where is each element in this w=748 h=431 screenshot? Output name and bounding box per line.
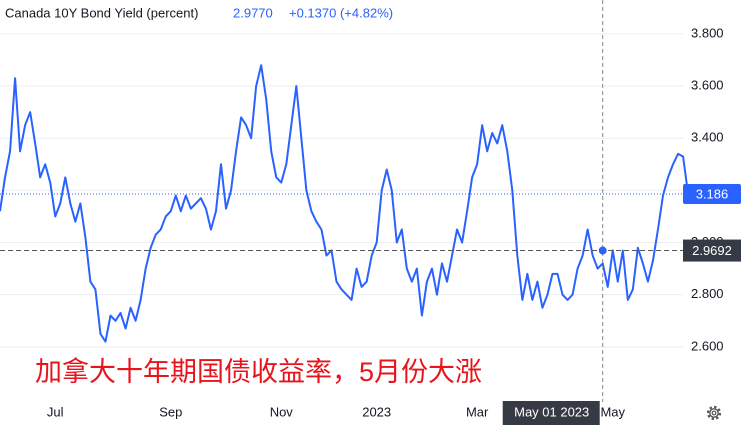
y-tick-label: 3.800 <box>691 25 724 40</box>
last-value-label: 3.186 <box>696 186 729 201</box>
y-tick-label: 2.800 <box>691 286 724 301</box>
x-tick-label: 2023 <box>362 404 391 419</box>
crosshair-date-box <box>502 401 600 425</box>
crosshair-dot <box>598 246 607 255</box>
crosshair-date-label: May 01 2023 <box>514 404 589 419</box>
y-tick-label: 2.600 <box>691 338 724 353</box>
grid <box>0 33 683 348</box>
chart-title: Canada 10Y Bond Yield (percent) <box>5 5 198 20</box>
x-tick-label: Nov <box>270 404 294 419</box>
price: 2.9770 <box>233 5 273 20</box>
crosshair-value-label: 2.9692 <box>692 243 732 258</box>
x-tick-label: May <box>600 404 625 419</box>
y-tick-label: 3.400 <box>691 130 724 145</box>
annotation: 加拿大十年期国债收益率，5月份大涨 <box>35 357 482 387</box>
x-tick-label: Jul <box>47 404 64 419</box>
y-tick-label: 3.600 <box>691 77 724 92</box>
series-line <box>0 64 690 343</box>
last-value-box <box>683 184 741 205</box>
change: +0.1370 (+4.82%) <box>289 5 393 20</box>
x-tick-label: Mar <box>466 404 489 419</box>
settings-icon[interactable] <box>706 405 722 421</box>
plot <box>0 64 690 343</box>
x-tick-label: Sep <box>159 404 182 419</box>
crosshair-value-box <box>683 239 741 262</box>
